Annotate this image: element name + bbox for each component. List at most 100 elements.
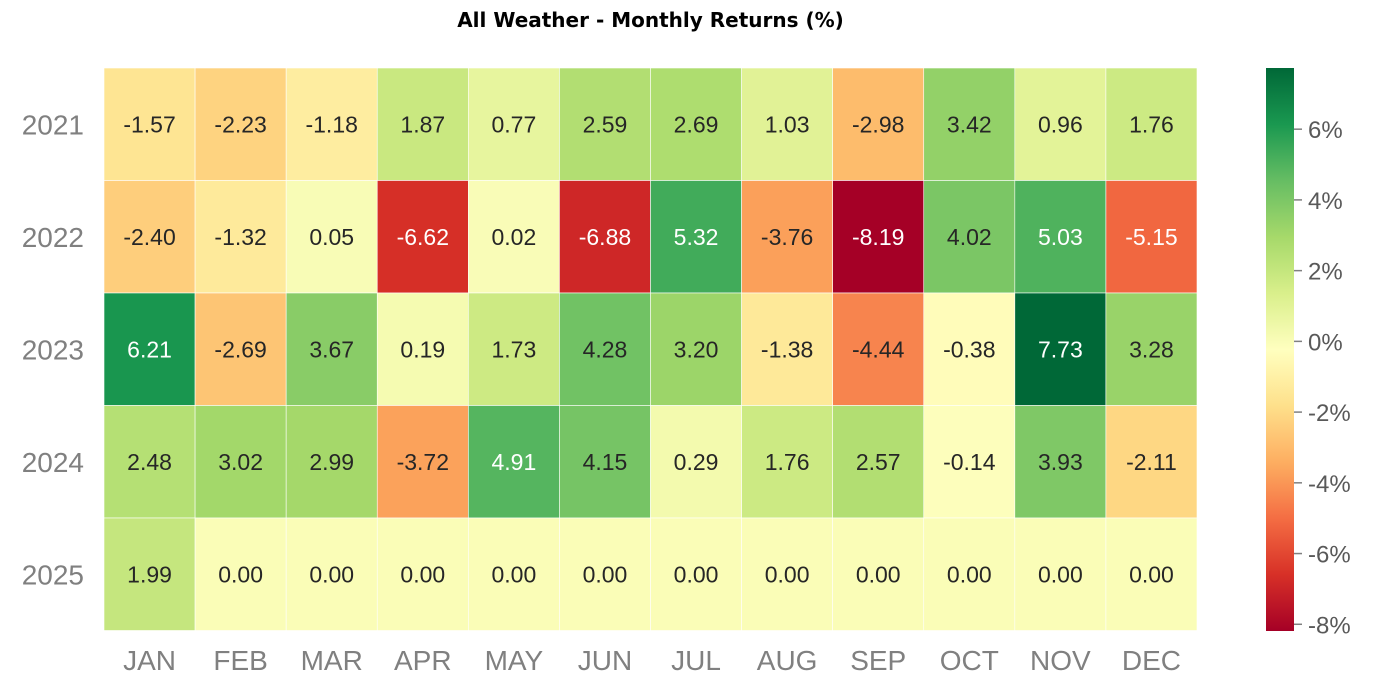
colorbar-tick-label: 2% (1308, 259, 1343, 286)
cell-2023-oct (923, 292, 1016, 406)
cell-value-label: -1.32 (214, 224, 266, 250)
cell-2021-jan (103, 67, 196, 181)
cell-2025-oct (923, 517, 1016, 631)
cell-value-label: 7.73 (1038, 336, 1083, 362)
cell-value-label: -2.11 (1126, 449, 1177, 475)
cell-2025-jun (559, 517, 651, 631)
cell-value-label: 2.48 (127, 449, 172, 475)
cell-2025-jul (650, 517, 742, 631)
cell-value-label: -6.88 (579, 224, 631, 250)
cell-2025-jan (103, 517, 196, 631)
cell-2021-jul (650, 67, 742, 181)
cell-value-label: 3.02 (218, 449, 263, 475)
cell-2024-jul (650, 405, 742, 519)
cell-2022-apr (376, 180, 469, 294)
cell-2021-mar (285, 67, 378, 181)
cell-2023-jul (650, 292, 742, 406)
row-label-year: 2021 (22, 109, 84, 140)
column-label-month: JUN (578, 645, 632, 676)
cell-value-label: 1.76 (1129, 111, 1174, 137)
cell-value-label: 1.76 (765, 449, 810, 475)
column-label-month: OCT (940, 645, 999, 676)
row-label-year: 2023 (22, 334, 84, 365)
cell-2023-sep (832, 292, 925, 406)
cell-value-label: 4.91 (491, 449, 536, 475)
cell-2021-feb (194, 67, 287, 181)
cell-2022-sep (832, 180, 925, 294)
row-label-year: 2025 (22, 559, 84, 590)
cell-2022-jul (650, 180, 742, 294)
colorbar-tick-label: 6% (1308, 117, 1343, 144)
column-label-month: FEB (213, 645, 267, 676)
cell-value-label: 0.29 (674, 449, 719, 475)
cell-2024-jan (103, 405, 196, 519)
cell-2022-mar (285, 180, 378, 294)
cell-value-label: 2.57 (856, 449, 901, 475)
cell-value-label: 1.73 (491, 336, 536, 362)
cell-2024-aug (741, 405, 833, 519)
cell-value-label: 6.21 (127, 336, 172, 362)
cell-2025-nov (1014, 517, 1107, 631)
cell-2024-mar (285, 405, 378, 519)
cell-2022-dec (1105, 180, 1198, 294)
cell-value-label: 0.00 (765, 561, 810, 587)
cell-value-label: 0.00 (856, 561, 901, 587)
cell-2022-feb (194, 180, 287, 294)
cell-value-label: 5.03 (1038, 224, 1083, 250)
cell-value-label: 1.03 (765, 111, 810, 137)
cell-value-label: 0.00 (309, 561, 354, 587)
cell-2025-aug (741, 517, 833, 631)
colorbar (1266, 68, 1294, 631)
cell-value-label: 0.19 (400, 336, 445, 362)
cell-2021-dec (1105, 67, 1198, 181)
cell-2021-apr (376, 67, 469, 181)
cell-2024-may (468, 405, 560, 519)
cell-2023-dec (1105, 292, 1198, 406)
cell-value-label: 3.28 (1129, 336, 1174, 362)
cell-value-label: 0.96 (1038, 111, 1083, 137)
cell-2023-jan (103, 292, 196, 406)
cell-value-label: 0.00 (218, 561, 263, 587)
cell-value-label: 0.00 (491, 561, 536, 587)
cell-value-label: 0.00 (947, 561, 992, 587)
cell-2023-feb (194, 292, 287, 406)
cell-value-label: -2.69 (214, 336, 266, 362)
cell-value-label: -2.40 (123, 224, 175, 250)
cell-2022-jun (559, 180, 651, 294)
cell-2021-sep (832, 67, 925, 181)
colorbar-tick-label: -8% (1308, 612, 1351, 639)
column-label-month: JAN (123, 645, 176, 676)
cell-value-label: 1.99 (127, 561, 172, 587)
cell-2024-sep (832, 405, 925, 519)
column-label-month: AUG (757, 645, 818, 676)
cell-2021-aug (741, 67, 833, 181)
cell-value-label: 2.69 (674, 111, 719, 137)
cell-value-label: 4.28 (583, 336, 628, 362)
cell-value-label: -6.62 (397, 224, 449, 250)
cell-value-label: -1.18 (305, 111, 357, 137)
cell-value-label: 0.00 (400, 561, 445, 587)
cell-value-label: -3.76 (761, 224, 813, 250)
cell-value-label: 0.00 (674, 561, 719, 587)
cell-2021-oct (923, 67, 1016, 181)
colorbar-tick-label: -2% (1308, 400, 1351, 427)
cell-value-label: 0.00 (1129, 561, 1174, 587)
cell-value-label: -1.38 (761, 336, 813, 362)
row-label-year: 2022 (22, 222, 84, 253)
cell-2024-oct (923, 405, 1016, 519)
cell-value-label: 0.02 (491, 224, 536, 250)
cell-value-label: 3.93 (1038, 449, 1083, 475)
cell-value-label: -2.23 (214, 111, 266, 137)
cell-2025-sep (832, 517, 925, 631)
cell-value-label: -3.72 (397, 449, 449, 475)
cell-2025-apr (376, 517, 469, 631)
cell-value-label: 2.59 (583, 111, 628, 137)
cell-2024-nov (1014, 405, 1107, 519)
cell-value-label: 3.20 (674, 336, 719, 362)
column-label-month: DEC (1122, 645, 1181, 676)
cell-value-label: -0.14 (943, 449, 996, 475)
cell-2022-jan (103, 180, 196, 294)
cell-2024-dec (1105, 405, 1198, 519)
cell-2025-may (468, 517, 560, 631)
